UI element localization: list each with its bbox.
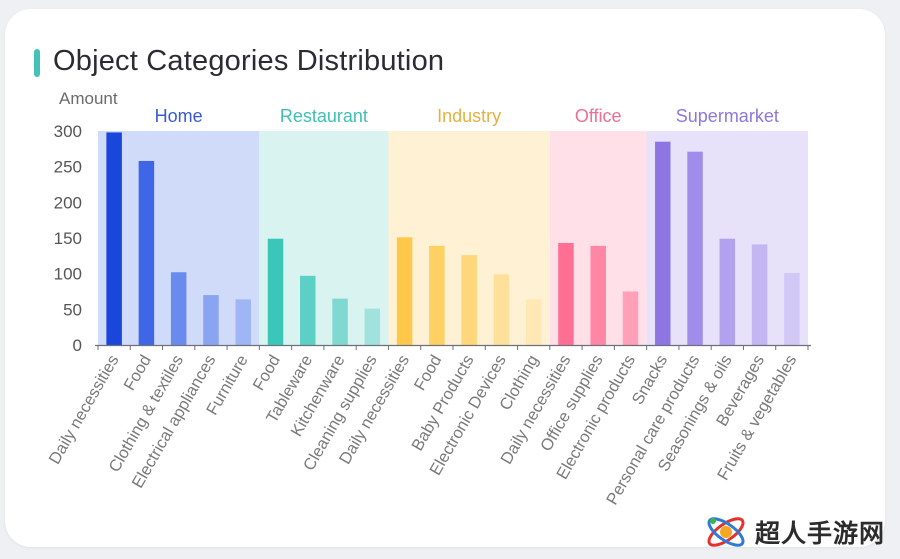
group-label-0: Home <box>155 106 203 126</box>
y-tick-label: 300 <box>54 122 82 141</box>
watermark: 超人手游网 <box>703 505 900 559</box>
group-label-1: Restaurant <box>280 106 368 126</box>
bar-4-2 <box>719 238 736 345</box>
y-tick-label: 150 <box>54 229 82 248</box>
bar-1-1 <box>300 275 316 345</box>
bar-0-1 <box>138 160 155 345</box>
title-accent-bar <box>34 49 40 77</box>
bar-4-4 <box>784 272 800 345</box>
x-tick-label: Food <box>120 352 154 394</box>
bar-3-0 <box>558 242 574 345</box>
y-tick-label: 200 <box>54 193 82 212</box>
bar-2-1 <box>429 245 445 345</box>
bar-2-2 <box>461 255 477 345</box>
bar-4-3 <box>751 244 768 345</box>
bar-1-2 <box>332 298 348 345</box>
group-label-4: Supermarket <box>676 106 779 126</box>
x-tick-label: Food <box>411 352 445 394</box>
group-label-2: Industry <box>437 106 501 126</box>
bar-4-1 <box>687 151 703 345</box>
bar-2-3 <box>493 274 510 345</box>
x-tick-label: Daily necessities <box>46 352 123 467</box>
y-tick-label: 50 <box>63 300 82 319</box>
bar-2-4 <box>525 299 542 345</box>
bar-0-2 <box>170 272 187 345</box>
x-tick-label: Food <box>250 352 284 394</box>
y-tick-label: 0 <box>73 336 82 355</box>
bar-4-0 <box>655 141 671 345</box>
bar-0-0 <box>106 132 122 345</box>
bar-3-2 <box>622 291 639 345</box>
group-label-3: Office <box>575 106 622 126</box>
y-tick-label: 100 <box>54 265 82 284</box>
bar-0-3 <box>203 295 219 345</box>
bar-1-3 <box>364 308 381 345</box>
chart-title: Object Categories Distribution <box>53 45 445 77</box>
watermark-text: 超人手游网 <box>755 519 886 548</box>
bar-2-0 <box>396 237 413 345</box>
y-tick-label: 250 <box>54 158 82 177</box>
watermark-logo-icon <box>707 517 745 547</box>
y-axis-label: Amount <box>59 89 118 108</box>
bar-1-0 <box>267 238 284 345</box>
bar-3-1 <box>590 245 606 345</box>
bar-0-4 <box>235 299 251 345</box>
